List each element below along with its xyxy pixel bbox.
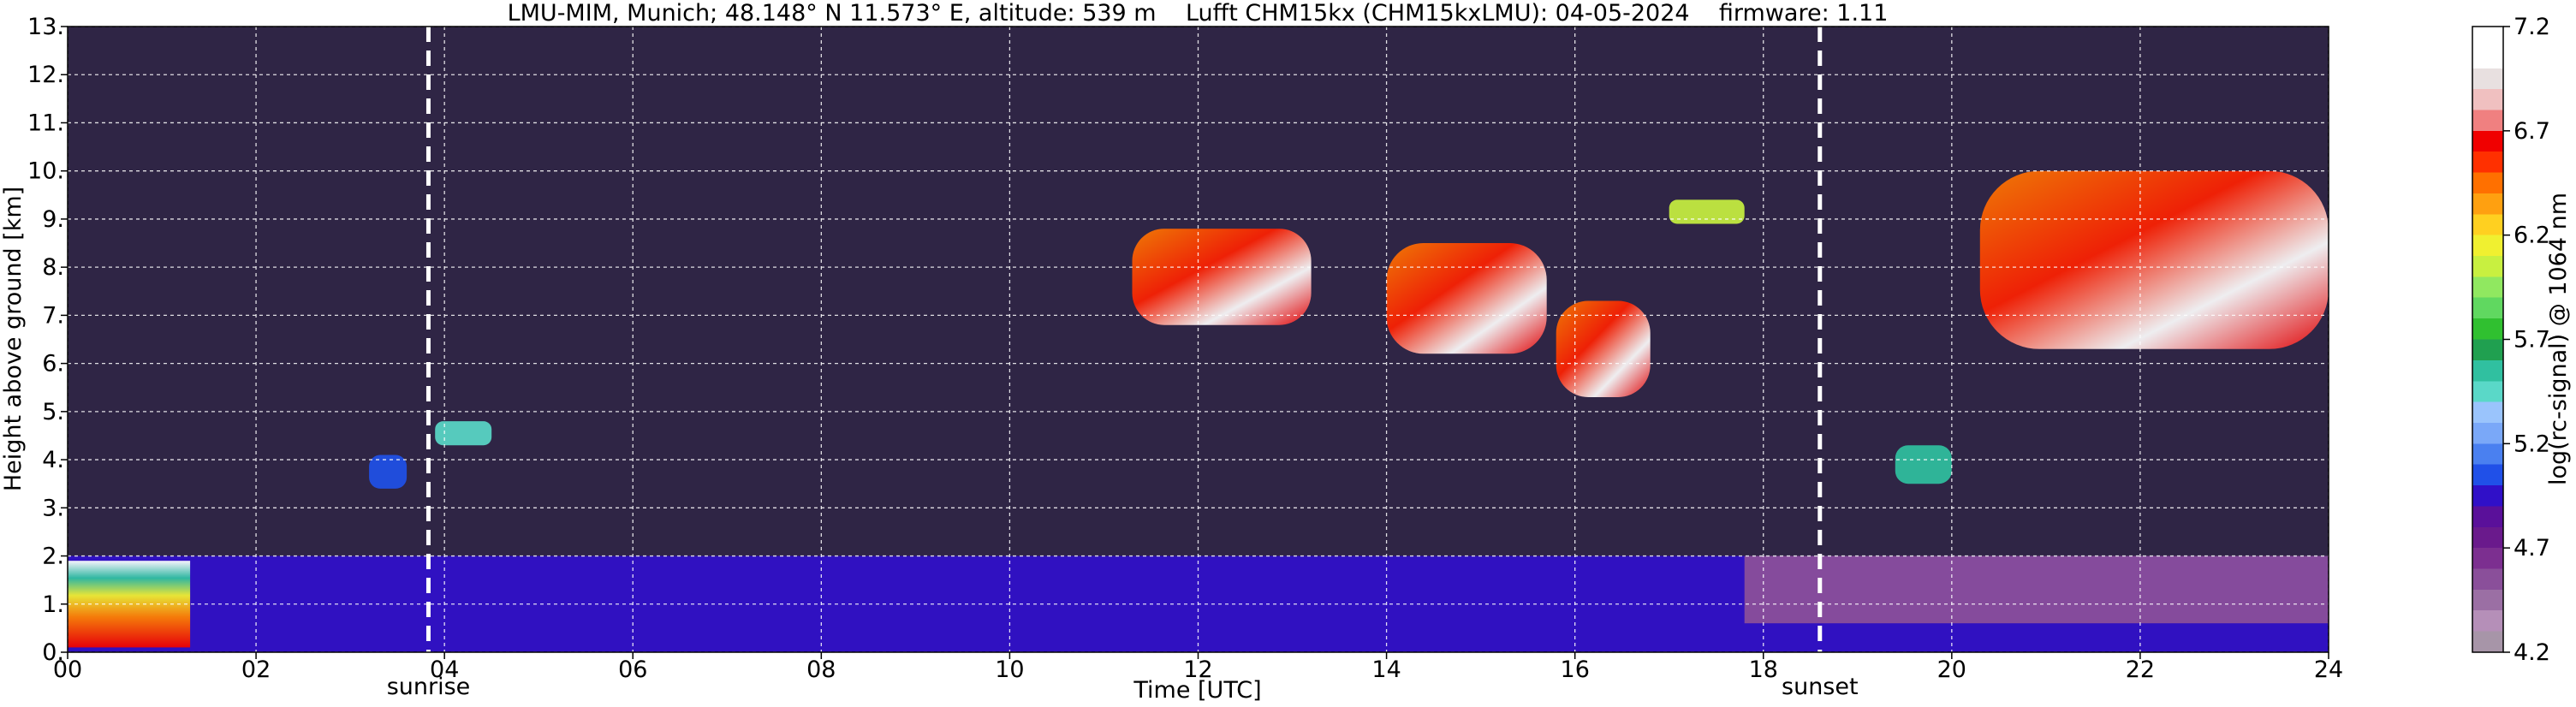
cloud-6 [1669,199,1745,224]
x-tick-label: 14 [1371,656,1401,683]
x-tick-label: 04 [430,656,459,683]
y-tick-label: 7. [42,302,64,329]
x-tick-label: 06 [618,656,647,683]
y-tick-label: 12. [27,62,64,88]
cloud-4 [1386,243,1547,354]
colorbar-label: log(rc-signal) @ 1064 nm [2545,193,2572,485]
chart-title: LMU-MIM, Munich; 48.148° N 11.573° E, al… [508,0,1889,27]
colorbar [2472,26,2504,653]
x-tick-label: 08 [806,656,836,683]
y-tick-label: 4. [42,447,64,473]
cloud-3 [1132,229,1312,325]
colorbar-axis: 4.2 4.7 5.2 5.7 6.2 6.7 7.2 [2503,14,2550,666]
x-tick-label: 00 [53,656,82,683]
y-tick-label: 10. [27,158,64,185]
y-tick-label: 5. [42,399,64,425]
cloud-10 [435,421,492,446]
sunrise-label: sunrise [387,674,471,700]
x-tick-label: 22 [2126,656,2155,683]
x-tick-label: 18 [1749,656,1778,683]
y-tick-label: 2. [42,544,64,570]
y-tick-label: 0. [42,639,64,666]
grid [67,26,2329,653]
x-tick-label: 20 [1937,656,1966,683]
sun-markers: sunrise sunset [387,27,1859,700]
cloud-8 [1895,445,1952,484]
aerosol-layer-2 [1744,556,2329,624]
colorbar-tick-label: 6.7 [2514,118,2550,145]
cloud-5 [1556,300,1651,397]
cloud-9 [369,454,408,489]
morning-fog-layer-1 [68,561,191,648]
colorbar-tick-label: 5.2 [2514,431,2550,457]
x-axis: 00 02 04 06 08 10 12 14 16 18 20 22 24 [53,652,2343,683]
y-tick-label: 11. [27,110,64,137]
y-axis-label: Height above ground [km] [0,187,27,491]
colorbar-tick-label: 6.2 [2514,223,2550,249]
y-tick-label: 9. [42,206,64,233]
y-tick-label: 13. [27,14,64,40]
x-tick-label: 16 [1561,656,1590,683]
colorbar-tick-label: 5.7 [2514,327,2550,354]
colorbar-tick-label: 7.2 [2514,14,2550,40]
x-axis-label: Time [UTC] [1133,677,1261,704]
x-tick-label: 10 [995,656,1024,683]
cloud-7 [1979,170,2329,349]
colorbar-tick-label: 4.2 [2514,639,2550,666]
x-tick-label: 12 [1183,656,1212,683]
sunset-label: sunset [1782,674,1859,700]
x-tick-label: 02 [241,656,271,683]
y-axis: 0. 1. 2. 3. 4. 5. 6. 7. 8. 9. 10. 11. 12. 13. [27,14,68,666]
y-tick-label: 8. [42,254,64,281]
x-tick-label: 24 [2314,656,2343,683]
colorbar-tick-label: 4.7 [2514,535,2550,561]
y-tick-label: 3. [42,495,64,521]
y-tick-label: 1. [42,591,64,618]
y-tick-label: 6. [42,351,64,377]
